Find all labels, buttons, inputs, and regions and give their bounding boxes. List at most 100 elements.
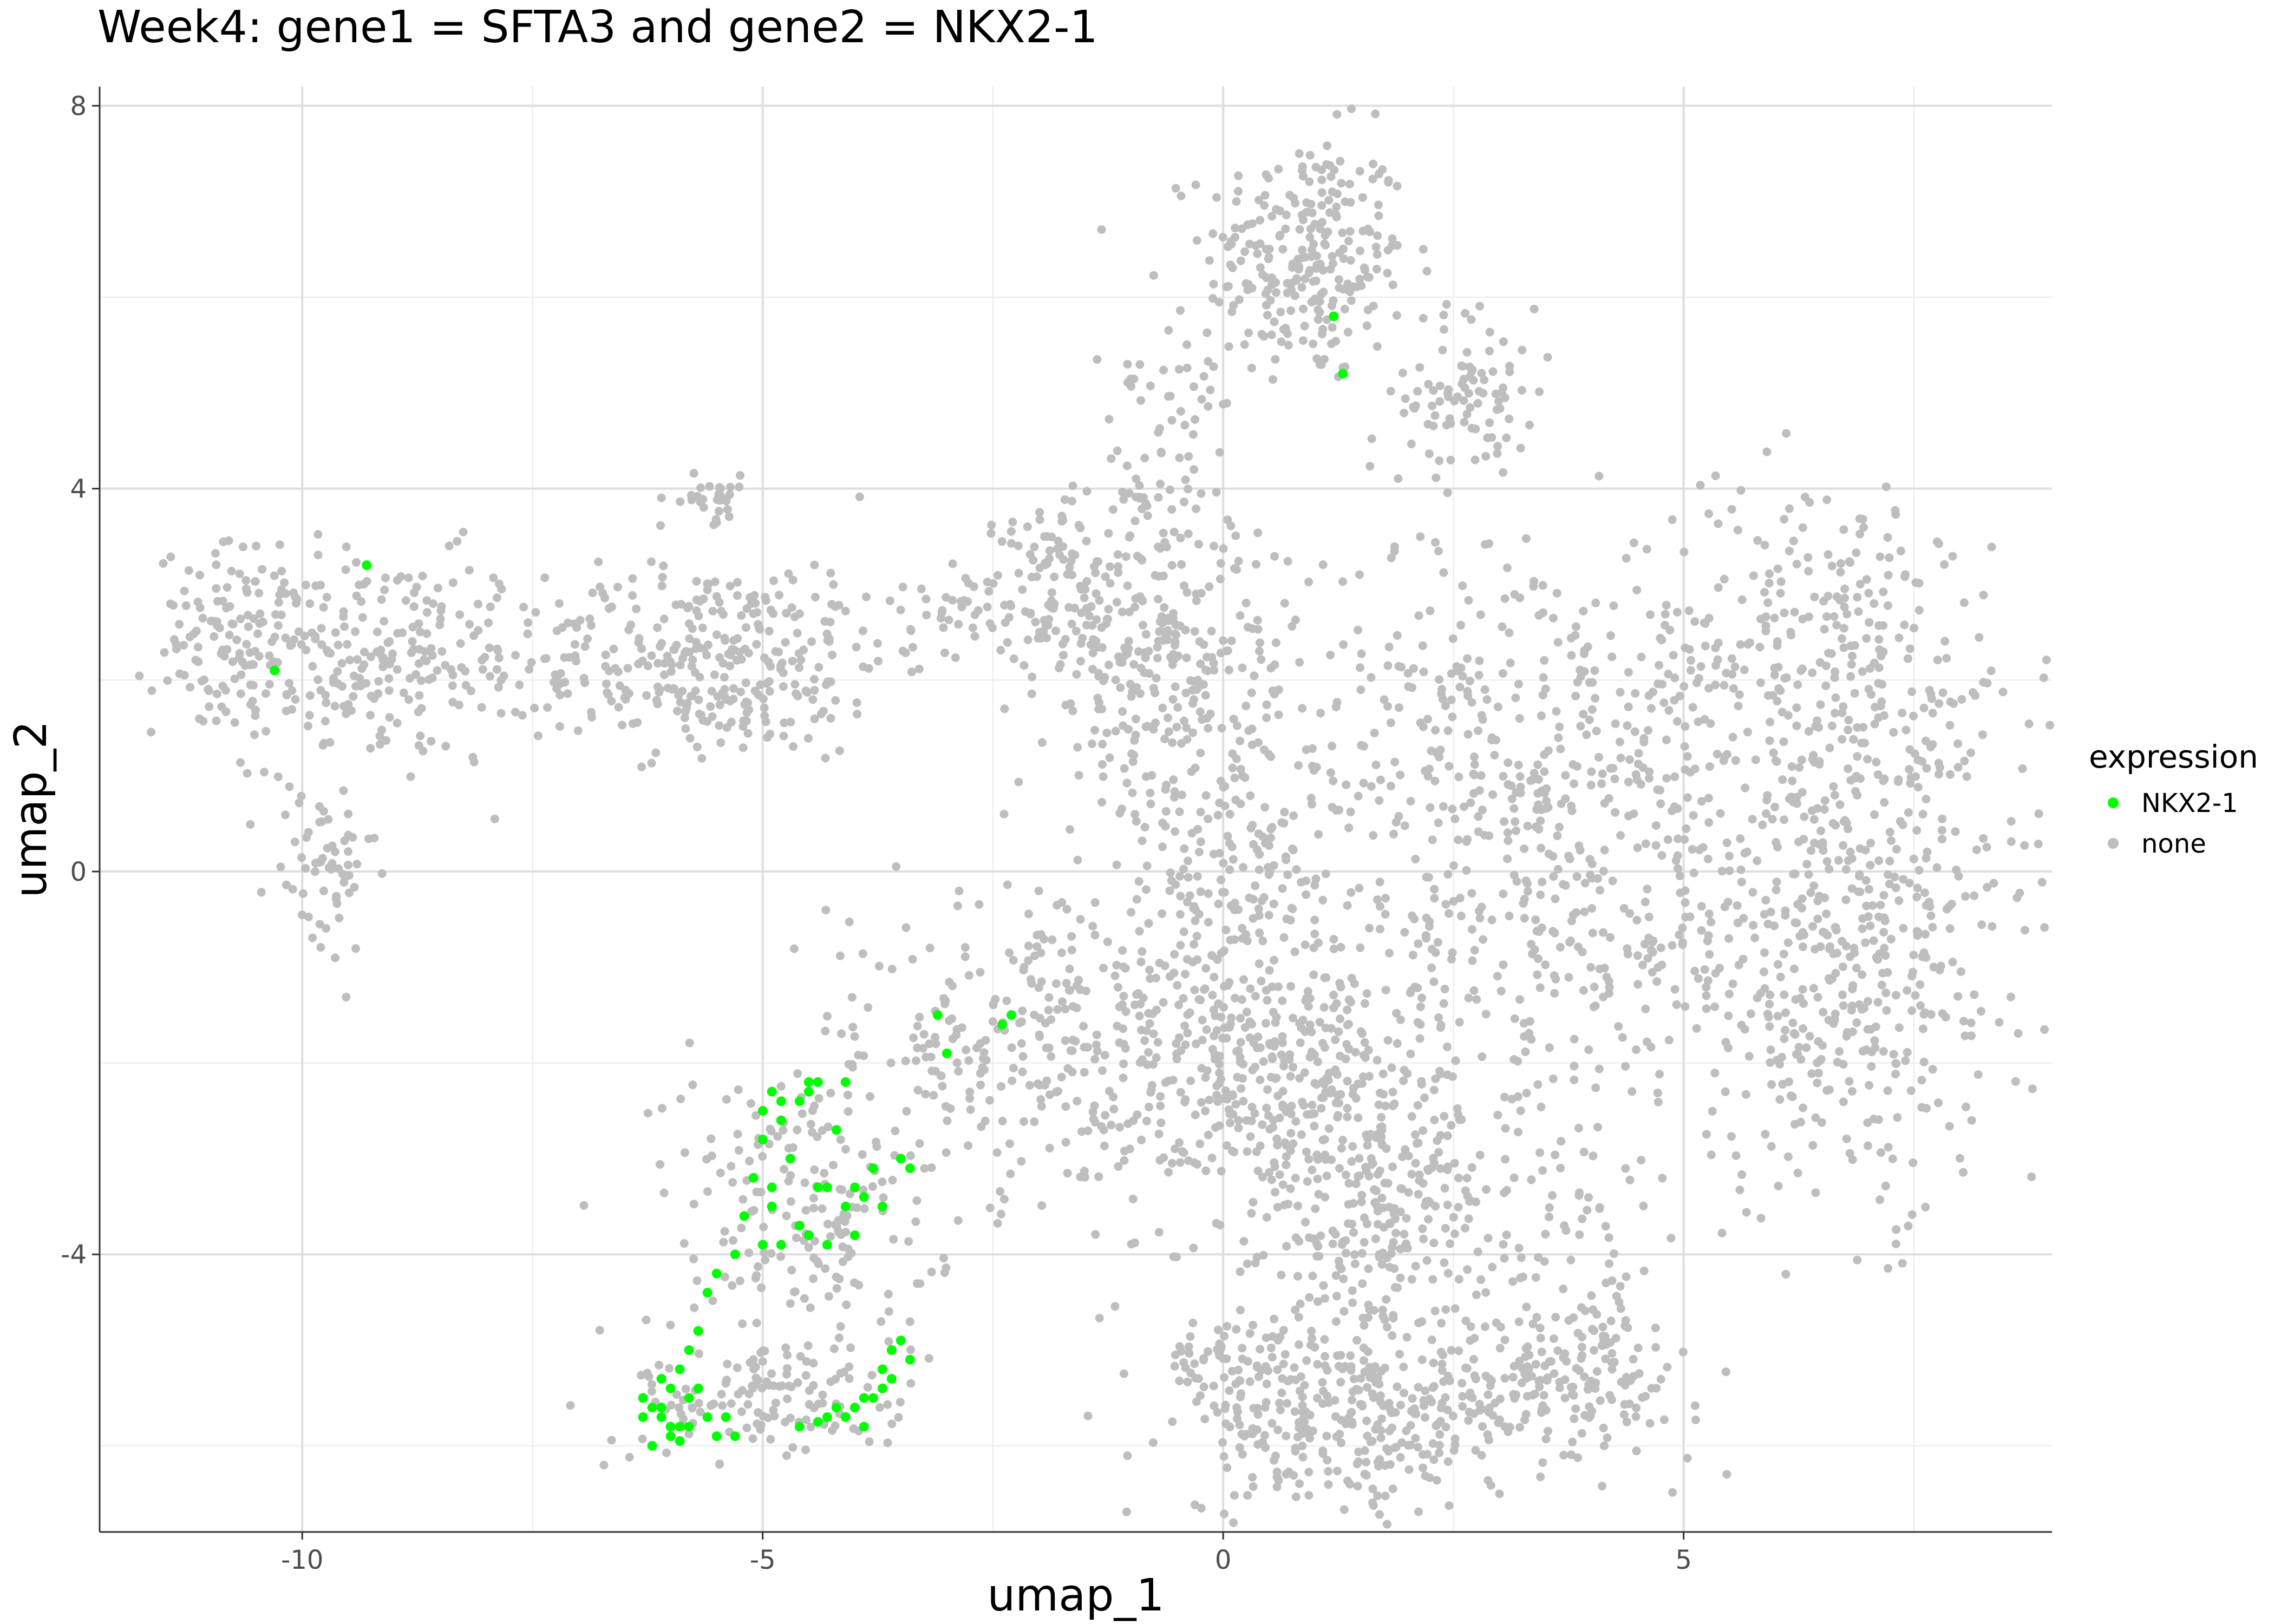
point-none <box>1599 1423 1608 1432</box>
point-none <box>1628 1087 1637 1096</box>
point-none <box>1061 1102 1070 1111</box>
point-none <box>523 629 532 638</box>
point-none <box>845 1374 854 1383</box>
point-none <box>1064 986 1074 995</box>
point-none <box>384 674 394 683</box>
point-none <box>1288 1013 1297 1023</box>
point-none <box>1360 1367 1369 1377</box>
point-none <box>781 1343 790 1352</box>
point-none <box>1455 1018 1464 1027</box>
point-none <box>948 1034 957 1043</box>
point-none <box>1919 703 1929 712</box>
point-none <box>714 507 723 516</box>
point-none <box>323 843 332 853</box>
point-none <box>837 1029 846 1038</box>
point-none <box>758 1152 767 1161</box>
point-none <box>1520 844 1529 853</box>
point-none <box>637 1371 646 1380</box>
point-none <box>1755 643 1765 652</box>
point-none <box>679 1239 689 1248</box>
point-none <box>193 643 202 652</box>
point-none <box>787 1383 796 1391</box>
point-none <box>1885 856 1894 866</box>
point-none <box>1623 944 1632 953</box>
point-none <box>1192 1397 1201 1406</box>
point-none <box>1302 745 1311 754</box>
point-none <box>441 742 450 751</box>
point-none <box>985 1096 994 1105</box>
point-none <box>518 711 527 720</box>
point-none <box>1745 638 1754 647</box>
point-none <box>1347 296 1356 305</box>
point-none <box>736 471 744 480</box>
point-none <box>1411 1261 1420 1271</box>
point-none <box>805 1400 814 1409</box>
point-none <box>1889 1050 1898 1059</box>
point-none <box>1289 193 1298 202</box>
point-none <box>1295 1423 1304 1432</box>
point-none <box>708 1296 717 1305</box>
point-none <box>1760 984 1769 993</box>
point-none <box>1756 614 1766 624</box>
point-none <box>1741 1090 1750 1099</box>
point-none <box>1413 1443 1422 1452</box>
point-none <box>1209 362 1218 371</box>
point-none <box>352 558 361 567</box>
point-none <box>1548 1191 1557 1200</box>
point-none <box>1586 962 1596 972</box>
point-none <box>767 1127 776 1136</box>
point-none <box>1068 481 1077 490</box>
point-none <box>905 1317 914 1326</box>
point-none <box>1164 1168 1173 1177</box>
point-none <box>1057 948 1066 957</box>
point-none <box>1553 1346 1563 1355</box>
point-none <box>844 1060 853 1069</box>
point-none <box>681 724 690 733</box>
point-none <box>1839 841 1848 850</box>
point-none <box>1404 1465 1414 1474</box>
point-none <box>1222 646 1231 656</box>
point-none <box>1500 1254 1509 1263</box>
point-none <box>1061 1005 1070 1013</box>
point-none <box>1252 560 1260 569</box>
point-none <box>1084 611 1094 620</box>
point-none <box>715 598 724 607</box>
point-none <box>1218 233 1227 242</box>
point-none <box>282 880 291 889</box>
point-none <box>1445 909 1453 918</box>
point-none <box>803 734 813 743</box>
point-none <box>1274 165 1283 174</box>
point-none <box>1442 421 1451 430</box>
point-none <box>1320 1043 1329 1052</box>
point-none <box>1443 870 1453 879</box>
point-none <box>1415 1034 1424 1043</box>
point-none <box>1724 990 1734 999</box>
point-none <box>1809 815 1819 824</box>
point-none <box>1323 1391 1331 1400</box>
point-none <box>1582 730 1591 739</box>
point-none <box>1429 386 1438 395</box>
point-none <box>1735 1186 1744 1194</box>
point-none <box>1780 673 1789 683</box>
point-none <box>1170 787 1179 796</box>
point-none <box>1579 1148 1589 1157</box>
point-none <box>1252 1253 1262 1262</box>
point-none <box>1616 754 1625 763</box>
point-none <box>1579 606 1588 615</box>
point-none <box>1585 855 1595 864</box>
point-none <box>1306 1427 1315 1436</box>
point-none <box>1555 722 1564 731</box>
point-none <box>1018 1052 1028 1061</box>
point-none <box>1892 1225 1901 1234</box>
point-none <box>1168 1076 1178 1085</box>
point-none <box>1229 855 1238 864</box>
point-none <box>1701 641 1710 651</box>
point-none <box>1501 1124 1510 1133</box>
point-none <box>1540 750 1549 759</box>
point-none <box>682 703 691 712</box>
point-none <box>1289 1471 1298 1480</box>
point-none <box>262 689 270 698</box>
point-none <box>1928 1065 1937 1074</box>
point-none <box>1247 724 1257 734</box>
point-none <box>1844 856 1853 865</box>
